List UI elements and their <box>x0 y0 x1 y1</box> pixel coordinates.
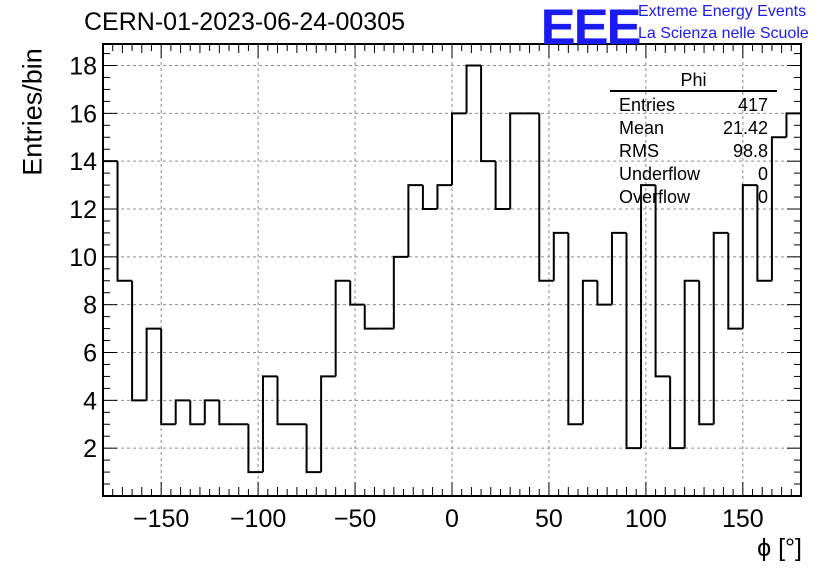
histogram-bin <box>567 232 583 426</box>
x-tick-label: −100 <box>230 505 286 533</box>
histogram-bin <box>116 161 133 282</box>
histogram-bin <box>494 161 511 211</box>
histogram-bin <box>509 112 525 210</box>
y-tick-label: 8 <box>83 292 97 320</box>
stats-label: Overflow <box>619 187 691 207</box>
histogram-bin <box>261 375 278 473</box>
histogram-bin <box>669 376 685 450</box>
histogram-bin <box>247 424 263 474</box>
histogram-bin <box>203 399 220 425</box>
stats-value: 417 <box>737 95 768 115</box>
logo-line-1: Extreme Energy Events <box>638 3 807 20</box>
histogram-bin <box>276 376 293 426</box>
histogram-bin <box>727 232 743 330</box>
stats-label: Underflow <box>619 164 701 184</box>
x-axis-label: ϕ [°] <box>757 534 802 562</box>
histogram-bin <box>538 113 554 282</box>
histogram-bin <box>363 304 380 330</box>
histogram-bin <box>174 399 191 425</box>
y-tick-label: 2 <box>83 435 97 463</box>
histogram-bin <box>610 231 627 305</box>
histogram-bin <box>698 280 714 426</box>
stats-title: Phi <box>610 70 777 92</box>
stats-box: Phi Entries 417 Mean 21.42 RMS 98.8 Unde… <box>610 70 777 209</box>
logo-line-2: La Scienza nelle Scuole <box>638 25 809 42</box>
histogram-bin <box>756 185 772 282</box>
histogram-bin <box>741 184 758 329</box>
histogram-bin <box>640 184 656 449</box>
stats-label: Entries <box>619 95 676 115</box>
histogram-bin <box>392 255 409 329</box>
histogram-bin <box>131 280 147 402</box>
stats-row-mean: Mean 21.42 <box>610 117 777 140</box>
x-tick-label: 150 <box>722 505 764 533</box>
histogram-bin <box>683 279 700 449</box>
y-tick-label: 6 <box>83 340 97 368</box>
histogram-bin <box>349 280 365 306</box>
stats-value: 21.42 <box>722 118 768 138</box>
stats-row-underflow: Underflow 0 <box>610 163 777 186</box>
histogram-bin <box>436 184 452 210</box>
y-axis-label: Entries/bin <box>17 48 48 176</box>
stats-row-entries: Entries 417 <box>610 94 777 117</box>
histogram-bin <box>596 280 612 306</box>
histogram-bin <box>145 327 162 401</box>
x-tick-label: 0 <box>445 505 459 533</box>
histogram-bin <box>334 279 351 377</box>
histogram-bin <box>305 424 322 474</box>
histogram-bin <box>581 279 598 425</box>
x-tick-label: −150 <box>133 505 189 533</box>
histogram-bin <box>625 232 642 450</box>
y-tick-label: 16 <box>69 100 97 128</box>
stats-value: 0 <box>757 187 768 207</box>
histogram-bin <box>654 185 671 378</box>
histogram-bin <box>770 136 787 281</box>
histogram-bin <box>407 184 423 257</box>
stats-label: Mean <box>619 118 665 138</box>
axis-ticks <box>103 44 801 496</box>
histogram-bin <box>218 400 234 426</box>
stats-label: RMS <box>619 141 659 161</box>
histogram-bin <box>552 231 569 281</box>
y-tick-label: 14 <box>69 148 97 176</box>
histogram-bin <box>465 64 482 114</box>
histogram-bin <box>320 375 336 473</box>
eee-logo: EEE <box>540 0 642 55</box>
y-tick-label: 18 <box>69 53 97 81</box>
x-tick-label: 50 <box>535 505 563 533</box>
histogram-bin <box>189 400 205 426</box>
histogram-bin <box>480 65 496 163</box>
x-tick-label: 100 <box>625 505 667 533</box>
histogram-bin <box>712 231 729 425</box>
plot-title: CERN-01-2023-06-24-00305 <box>84 8 406 36</box>
y-tick-label: 4 <box>83 387 97 415</box>
stats-row-rms: RMS 98.8 <box>610 140 777 163</box>
x-tick-label: −50 <box>334 505 376 533</box>
stats-row-overflow: Overflow 0 <box>610 186 777 209</box>
y-tick-label: 10 <box>69 244 97 272</box>
histogram-bars <box>102 64 802 496</box>
histogram-bin <box>451 112 467 186</box>
histogram-bin <box>160 328 176 426</box>
stats-value: 0 <box>757 164 768 184</box>
y-tick-label: 12 <box>69 196 97 224</box>
histogram-bin <box>421 185 438 211</box>
tick-labels: −150 −100 −50 0 50 100 150 2 4 6 8 10 12 14 16 18 <box>69 53 764 533</box>
stats-value: 98.8 <box>732 141 768 161</box>
